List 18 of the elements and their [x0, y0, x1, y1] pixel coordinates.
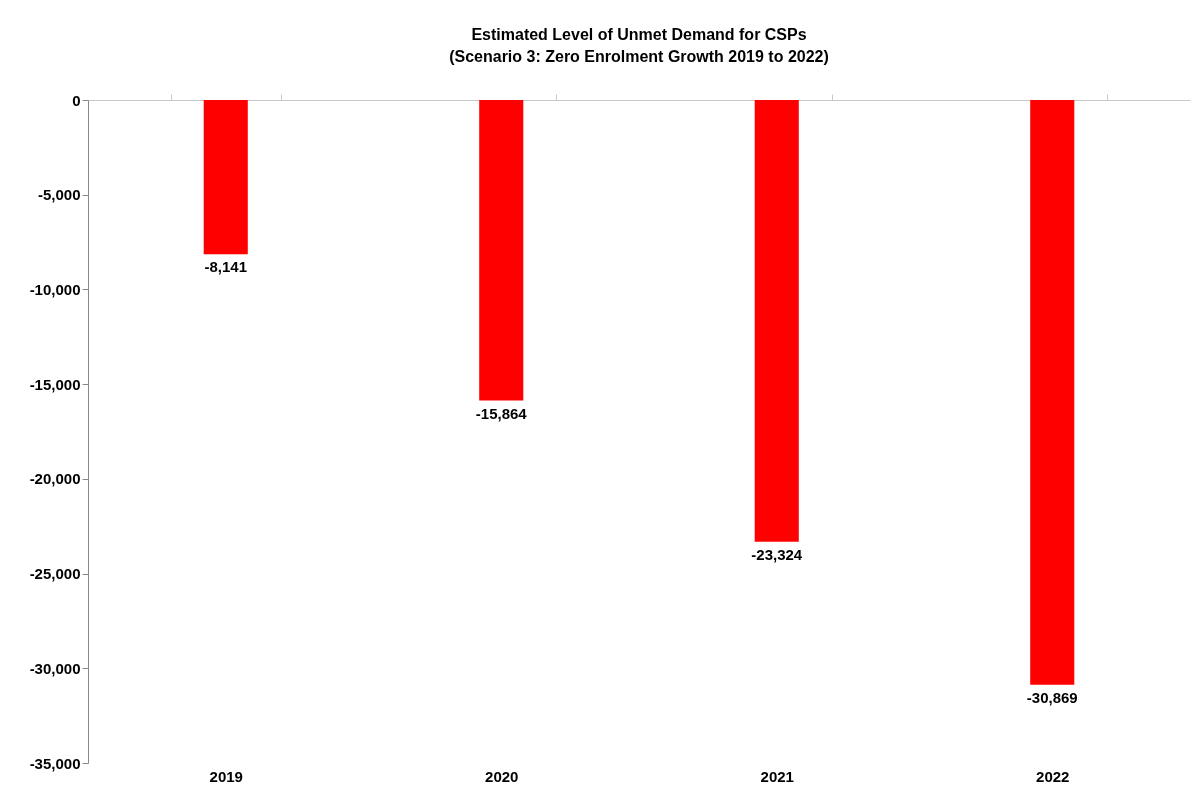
y-tick-label: -15,000 — [29, 375, 81, 393]
y-tick-label: -35,000 — [29, 754, 81, 772]
text: Estimated Level of Unmet Demand for CSPs — [471, 26, 807, 43]
x-tick-label: 2019 — [209, 767, 243, 785]
x-tick-label: 2021 — [760, 767, 794, 785]
x-tick-label: 2020 — [485, 767, 519, 785]
y-tick-label: -30,000 — [29, 659, 81, 677]
x-tick-label: 2022 — [1036, 767, 1070, 785]
data-label: -8,141 — [204, 258, 248, 276]
y-tick-label: -5,000 — [37, 186, 81, 204]
y-tick-label: -10,000 — [29, 280, 81, 298]
y-tick-label: 0 — [72, 91, 81, 109]
y-tick-label: -20,000 — [29, 470, 81, 488]
data-label: -23,324 — [751, 545, 803, 563]
data-label: -15,864 — [475, 404, 528, 422]
y-tick-label: -25,000 — [29, 565, 81, 583]
data-label: -30,869 — [1026, 688, 1078, 706]
text: (Scenario 3: Zero Enrolment Growth 2019 to 2022) — [449, 48, 829, 65]
